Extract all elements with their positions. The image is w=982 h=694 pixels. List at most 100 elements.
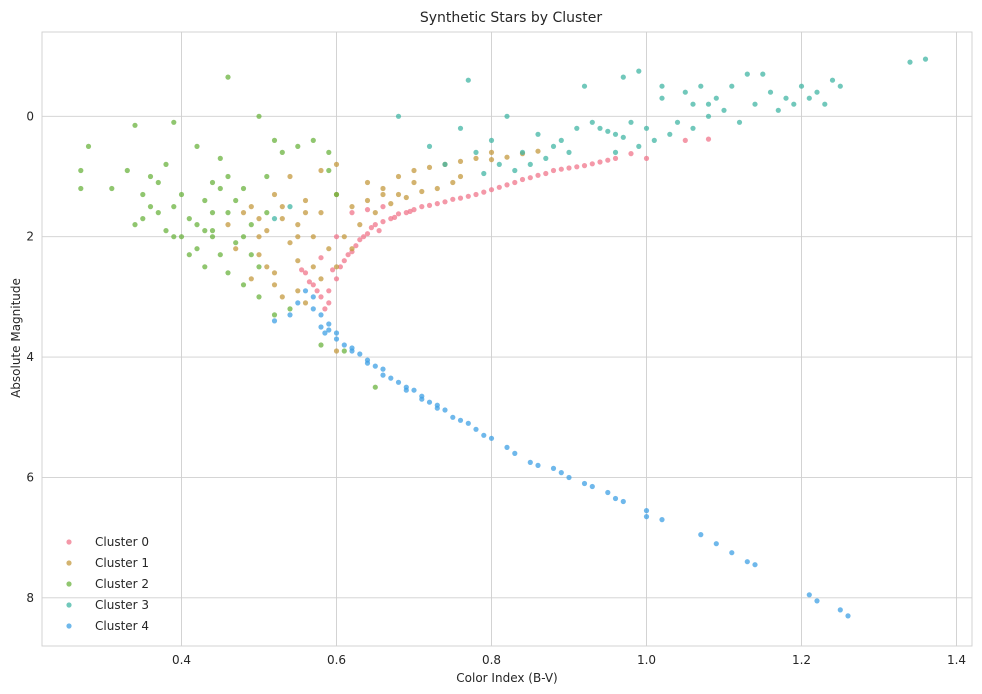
data-point [318,276,324,282]
legend-marker [66,602,72,608]
data-point [209,228,216,234]
data-point [612,131,619,137]
data-point [341,342,347,348]
data-point [620,74,626,80]
data-point [163,228,169,234]
grid [42,32,972,646]
data-point [124,167,130,174]
data-point [636,143,642,149]
data-point [411,167,417,174]
data-point [628,151,634,157]
series-3 [271,56,929,222]
data-point [698,83,704,89]
data-point [434,405,440,411]
data-point [442,407,448,413]
data-point [589,161,595,167]
x-tick-label: 1.4 [947,653,966,667]
data-point [132,222,138,228]
data-point [597,159,603,165]
data-point [395,113,402,119]
data-point [922,56,929,62]
data-point [326,327,332,333]
data-point [380,372,386,378]
data-point [481,189,487,195]
data-point [295,258,301,264]
data-point [488,187,495,193]
legend-marker [66,539,72,545]
data-point [392,214,398,220]
data-point [620,498,626,505]
data-point [504,113,510,119]
data-point [318,312,324,318]
legend-marker [66,560,72,566]
data-point [372,384,378,390]
data-point [628,119,634,125]
data-point [287,240,293,246]
data-point [279,294,285,300]
y-tick-label: 8 [26,591,34,605]
data-point [426,202,433,208]
data-point [225,270,231,276]
data-point [256,113,262,119]
data-point [353,243,359,249]
data-point [395,211,402,217]
data-point [109,185,115,192]
data-point [845,613,851,619]
data-point [295,300,301,306]
x-tick-label: 0.8 [482,653,501,667]
data-point [395,173,402,180]
data-point [434,185,440,192]
x-tick-label: 0.4 [172,653,191,667]
data-point [271,312,278,318]
data-point [322,306,328,312]
data-point [326,321,332,327]
data-point [643,125,650,131]
data-point [643,508,650,514]
data-point [171,204,177,210]
y-tick-label: 6 [26,470,34,484]
data-point [256,252,262,258]
data-point [349,204,355,210]
data-point [450,196,456,202]
data-point [535,462,541,468]
data-point [465,77,471,83]
data-point [581,480,588,487]
data-point [380,185,386,192]
data-point [271,137,278,143]
data-point [302,288,309,294]
data-point [907,59,913,65]
data-point [775,107,781,113]
data-point [457,125,464,131]
data-point [132,122,138,128]
data-point [326,149,332,155]
data-point [326,300,332,306]
data-point [806,592,812,598]
data-point [78,167,84,174]
data-point [357,351,363,357]
data-point [388,375,394,381]
data-point [333,264,340,270]
data-point [333,191,340,198]
data-point [504,182,510,188]
data-point [814,89,820,95]
data-point [295,222,301,228]
data-point [512,450,518,456]
data-point [411,387,417,393]
data-point [442,161,448,167]
data-point [240,210,247,216]
data-point [419,396,425,402]
data-point [589,119,595,125]
data-point [636,68,642,74]
x-tick-label: 0.6 [327,653,346,667]
legend-label: Cluster 2 [95,577,149,591]
data-point [140,216,146,222]
data-point [256,264,262,270]
data-point [202,197,208,204]
data-point [155,210,161,216]
data-point [186,216,192,222]
data-point [202,264,208,270]
data-point [659,83,665,89]
data-point [837,607,843,613]
data-point [605,128,611,134]
data-point [341,348,347,354]
